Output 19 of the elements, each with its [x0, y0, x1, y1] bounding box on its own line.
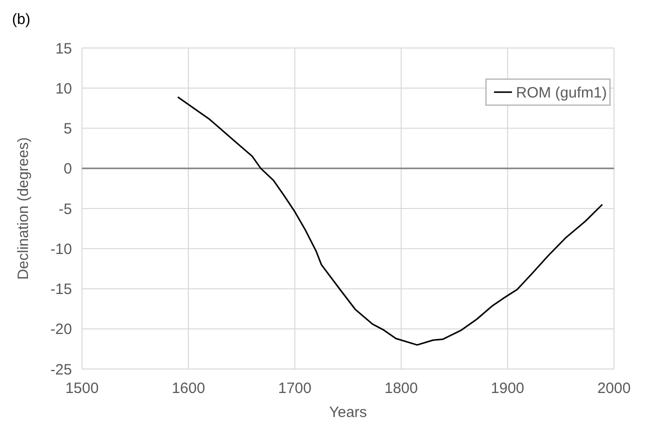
x-axis-title: Years — [329, 404, 367, 421]
x-tick-label: 1900 — [490, 380, 524, 397]
y-tick-label: 10 — [55, 80, 72, 98]
y-tick-label: -20 — [50, 321, 72, 338]
x-tick-label: 1600 — [172, 380, 206, 397]
y-tick-label: -15 — [50, 281, 72, 298]
text: (b) — [12, 11, 30, 28]
legend-label: ROM (gufm1) — [516, 84, 607, 102]
x-tick-label: 1800 — [384, 380, 418, 397]
y-tick-label: 15 — [55, 40, 72, 58]
y-tick-label: -10 — [50, 240, 72, 258]
y-tick-label: 5 — [64, 120, 72, 138]
y-tick-label: 0 — [64, 160, 72, 178]
y-tick-label: -25 — [50, 361, 72, 378]
x-tick-label: 1500 — [65, 380, 99, 397]
x-tick-label: 1700 — [278, 380, 312, 397]
x-tick-label: 2000 — [597, 380, 631, 397]
y-tick-label: -5 — [58, 200, 72, 218]
y-axis-title: Declination (degrees) — [15, 137, 32, 280]
